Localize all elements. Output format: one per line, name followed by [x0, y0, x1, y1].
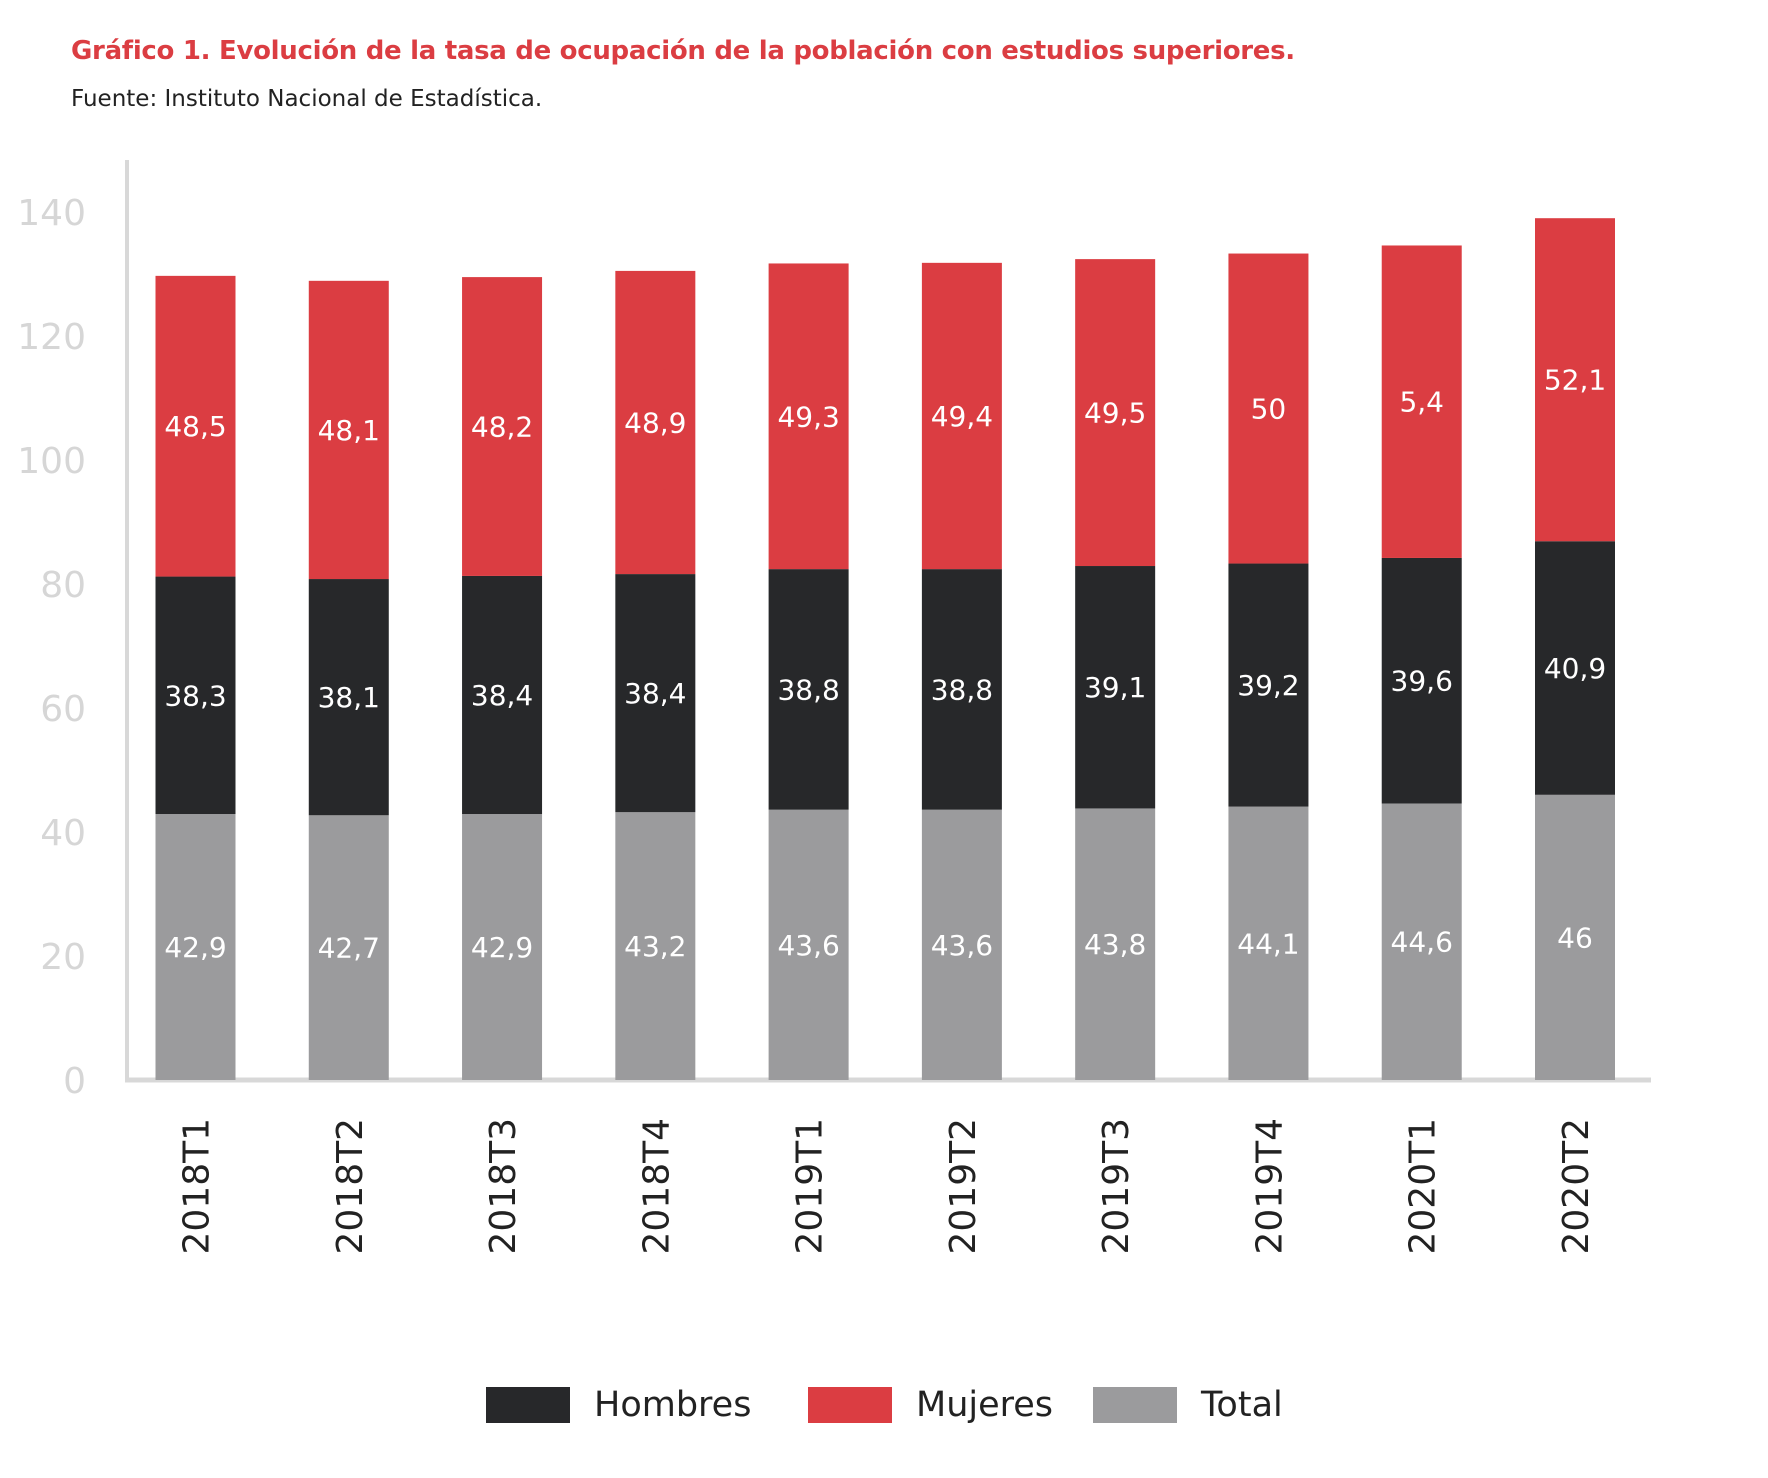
y-tick-label: 20: [40, 937, 86, 978]
y-tick-label: 0: [63, 1061, 86, 1102]
data-label-total: 44,1: [1237, 927, 1299, 960]
bar-hombres: [308, 579, 389, 816]
bar-total: [1228, 806, 1309, 1080]
x-tick-label: 2019T1: [790, 1118, 831, 1255]
legend-label-mujeres: Mujeres: [916, 1385, 1054, 1425]
data-label-hombres: 39,6: [1391, 665, 1453, 698]
legend-item-hombres: Hombres: [486, 1385, 751, 1425]
data-label-total: 42,7: [318, 932, 380, 965]
bar-total: [462, 814, 543, 1080]
data-label-mujeres: 49,3: [777, 400, 839, 433]
x-tick-label: 2020T2: [1556, 1118, 1597, 1255]
bar-mujeres: [308, 280, 389, 580]
bar-total: [615, 812, 696, 1080]
bar-total: [921, 809, 1002, 1080]
x-tick-label: 2018T3: [483, 1118, 524, 1255]
x-tick-label: 2018T1: [177, 1118, 218, 1255]
chart-title: Gráfico 1. Evolución de la tasa de ocupa…: [71, 36, 1295, 66]
x-tick-label: 2018T2: [330, 1118, 371, 1255]
data-label-hombres: 40,9: [1544, 652, 1606, 685]
y-tick-label: 60: [40, 689, 86, 730]
data-label-total: 44,6: [1391, 926, 1453, 959]
data-label-hombres: 39,2: [1237, 669, 1299, 702]
legend-swatch-hombres: [486, 1387, 570, 1423]
data-label-mujeres: 48,5: [164, 410, 226, 443]
bar-mujeres: [921, 262, 1002, 570]
data-label-mujeres: 52,1: [1544, 364, 1606, 397]
y-tick-label: 80: [40, 565, 86, 606]
data-label-hombres: 38,1: [318, 681, 380, 714]
bar-mujeres: [1535, 218, 1615, 542]
data-label-hombres: 38,4: [471, 679, 533, 712]
data-label-total: 42,9: [471, 931, 533, 964]
data-label-total: 43,6: [931, 929, 993, 962]
bar-hombres: [462, 575, 543, 815]
legend-item-mujeres: Mujeres: [808, 1385, 1053, 1425]
data-label-mujeres: 5,4: [1399, 386, 1444, 419]
legend-swatch-mujeres: [808, 1387, 892, 1423]
bar-hombres: [921, 569, 1002, 810]
bar-hombres: [1381, 557, 1462, 804]
bar-hombres: [1535, 541, 1615, 795]
data-label-mujeres: 48,9: [624, 406, 686, 439]
bar-hombres: [1228, 563, 1309, 807]
data-label-hombres: 39,1: [1084, 671, 1146, 704]
bar-total: [1535, 794, 1615, 1080]
data-label-total: 43,8: [1084, 928, 1146, 961]
bar-total: [308, 815, 389, 1080]
data-label-hombres: 38,3: [164, 679, 226, 712]
y-tick-label: 40: [40, 813, 86, 854]
bar-hombres: [1075, 566, 1156, 809]
bar-mujeres: [1228, 253, 1309, 564]
bar-total: [155, 814, 236, 1080]
data-label-total: 46: [1557, 921, 1593, 954]
bar-mujeres: [462, 277, 543, 576]
y-tick-label: 120: [17, 317, 86, 358]
chart-source: Fuente: Instituto Nacional de Estadístic…: [71, 86, 543, 112]
bar-hombres: [615, 574, 696, 813]
y-tick-label: 140: [17, 193, 86, 234]
data-label-total: 43,6: [777, 929, 839, 962]
bar-total: [1381, 803, 1462, 1080]
x-tick-label: 2020T1: [1403, 1118, 1444, 1255]
data-label-mujeres: 50: [1251, 393, 1287, 426]
data-label-total: 43,2: [624, 930, 686, 963]
x-tick-label: 2019T2: [943, 1118, 984, 1255]
legend-label-hombres: Hombres: [594, 1385, 752, 1425]
bar-total: [768, 809, 849, 1080]
bar-total: [1075, 808, 1156, 1080]
legend-swatch-total: [1093, 1387, 1177, 1423]
data-label-mujeres: 49,5: [1084, 397, 1146, 430]
legend-item-total: Total: [1093, 1385, 1283, 1425]
data-label-hombres: 38,8: [777, 673, 839, 706]
bar-mujeres: [768, 263, 849, 570]
data-label-total: 42,9: [164, 931, 226, 964]
data-label-hombres: 38,8: [931, 673, 993, 706]
bar-mujeres: [615, 270, 696, 575]
data-label-mujeres: 48,1: [318, 414, 380, 447]
legend-label-total: Total: [1201, 1385, 1283, 1425]
x-tick-label: 2019T3: [1096, 1118, 1137, 1255]
x-tick-label: 2018T4: [636, 1118, 677, 1255]
stacked-bar-chart: 0 20 40 60 80 100 120 140 42,9 38,3 48,5 2018T1 42,7…: [17, 160, 1651, 1255]
data-label-mujeres: 48,2: [471, 411, 533, 444]
y-tick-label: 100: [17, 441, 86, 482]
bar-mujeres: [155, 275, 236, 577]
bar-mujeres: [1381, 245, 1462, 558]
data-label-hombres: 38,4: [624, 677, 686, 710]
bar-hombres: [155, 576, 236, 815]
bar-mujeres: [1075, 259, 1156, 567]
bar-hombres: [768, 569, 849, 810]
data-label-mujeres: 49,4: [931, 400, 993, 433]
x-tick-label: 2019T4: [1249, 1118, 1290, 1255]
